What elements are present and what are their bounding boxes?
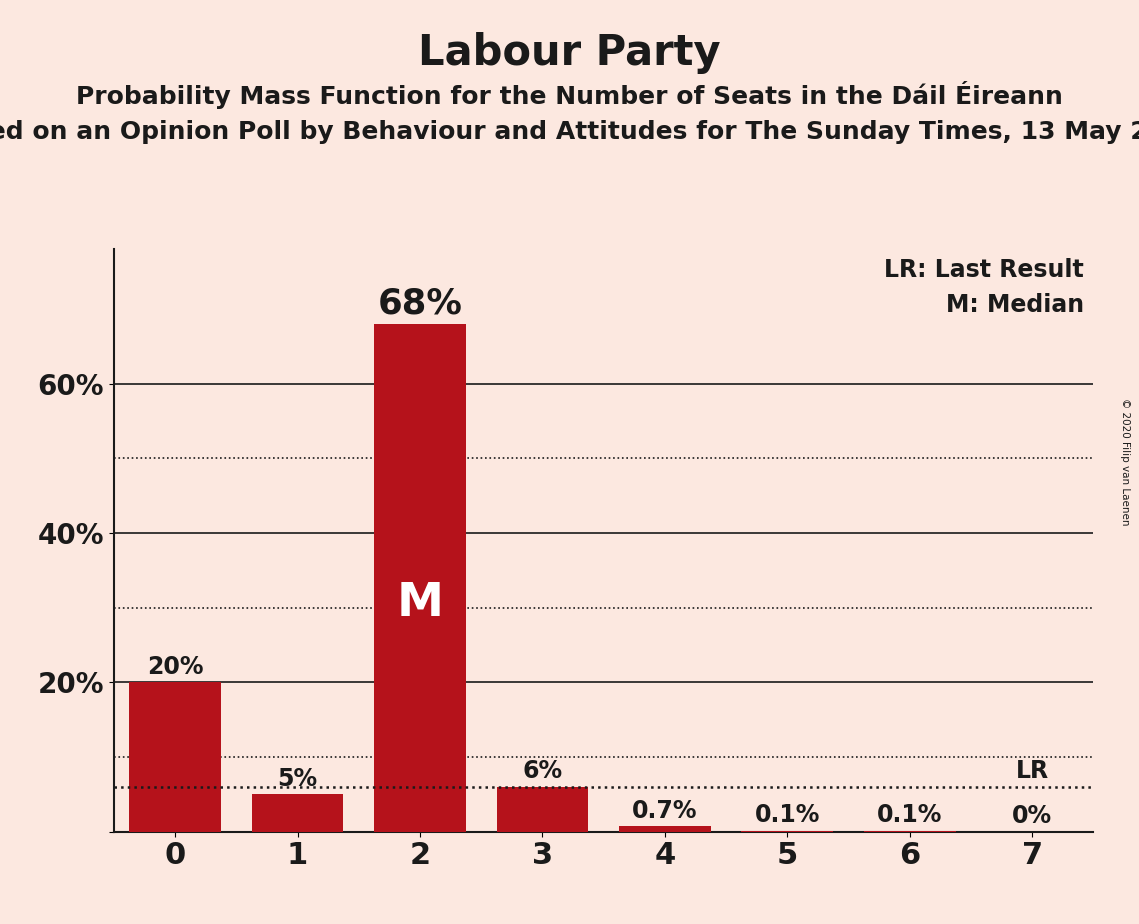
Text: 68%: 68%: [377, 286, 462, 321]
Text: Based on an Opinion Poll by Behaviour and Attitudes for The Sunday Times, 13 May: Based on an Opinion Poll by Behaviour an…: [0, 120, 1139, 144]
Text: Labour Party: Labour Party: [418, 32, 721, 74]
Text: LR: LR: [1016, 760, 1049, 784]
Text: 0.1%: 0.1%: [755, 803, 820, 827]
Text: 0.1%: 0.1%: [877, 803, 942, 827]
Text: 5%: 5%: [278, 767, 318, 791]
Bar: [497, 787, 589, 832]
Bar: [252, 795, 344, 832]
Bar: [129, 682, 221, 832]
Bar: [618, 826, 711, 832]
Text: 0.7%: 0.7%: [632, 798, 698, 822]
Text: 0%: 0%: [1013, 804, 1052, 828]
Text: Probability Mass Function for the Number of Seats in the Dáil Éireann: Probability Mass Function for the Number…: [76, 81, 1063, 109]
Text: 6%: 6%: [523, 760, 563, 784]
Text: 20%: 20%: [147, 654, 204, 678]
Text: M: Median: M: Median: [945, 293, 1083, 317]
Bar: [374, 324, 466, 832]
Text: M: M: [396, 580, 443, 626]
Text: LR: Last Result: LR: Last Result: [884, 258, 1083, 282]
Text: © 2020 Filip van Laenen: © 2020 Filip van Laenen: [1121, 398, 1130, 526]
